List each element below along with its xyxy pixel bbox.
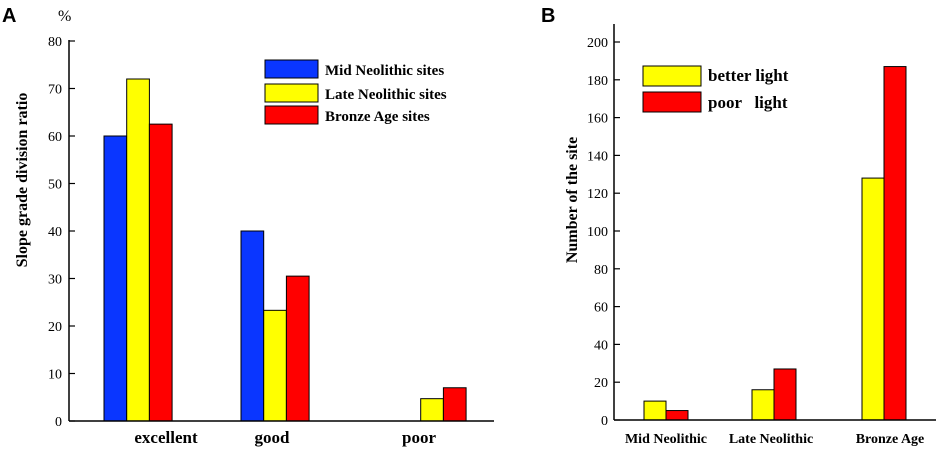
- y-tick-label: 80: [48, 35, 62, 50]
- legend-swatch-late-neolithic-sites: [264, 83, 319, 103]
- y-tick-label: 10: [48, 368, 62, 383]
- y-tick-label: 180: [587, 74, 608, 89]
- x-category-label: good: [255, 428, 291, 447]
- bar-good-late-neolithic-sites: [263, 309, 287, 422]
- legend-label-poor-light: poor light: [708, 93, 788, 112]
- bar-excellent-bronze-age-sites: [148, 123, 173, 422]
- bar-good-mid-neolithic-sites: [240, 230, 265, 422]
- y-tick-label: 80: [594, 263, 608, 278]
- x-category-label: Late Neolithic: [729, 432, 813, 447]
- bar-late-neolithic-poor-light: [773, 368, 797, 421]
- y-tick-label: 20: [594, 376, 608, 391]
- legend-swatch-better-light: [642, 65, 702, 87]
- legend-label-better-light: better light: [708, 66, 789, 85]
- legend-swatch-poor-light: [642, 91, 702, 113]
- panel-b-x-categories: Mid Neolithic Late Neolithic Bronze Age: [625, 432, 924, 447]
- panel-a-letter: A: [2, 5, 16, 27]
- panel-a-y-ticks: 0 10 20 30 40 50 60 70 80: [48, 35, 75, 430]
- panel-a-legend: Mid Neolithic sites Late Neolithic sites…: [264, 59, 447, 125]
- y-tick-label: 0: [55, 415, 62, 430]
- panel-b-bars: [643, 66, 907, 421]
- y-tick-label: 40: [594, 338, 608, 353]
- panel-a-y-axis-title: Slope grade division ratio: [14, 93, 31, 268]
- panel-b-y-axis-title: Number of the site: [564, 137, 581, 263]
- panel-b-legend: better light poor light: [642, 65, 789, 113]
- y-tick-label: 60: [48, 130, 62, 145]
- panel-a: A % Slope grade division ratio 0 10 20 30 40…: [2, 5, 494, 447]
- panel-a-bars: [103, 78, 467, 422]
- y-tick-label: 120: [587, 187, 608, 202]
- y-tick-label: 140: [587, 149, 608, 164]
- y-tick-label: 60: [594, 301, 608, 316]
- legend-swatch-bronze-age-sites: [264, 105, 319, 125]
- x-category-label: Mid Neolithic: [625, 432, 707, 447]
- legend-label-mid-neolithic-sites: Mid Neolithic sites: [325, 63, 444, 79]
- bar-excellent-mid-neolithic-sites: [103, 135, 128, 422]
- y-tick-label: 30: [48, 273, 62, 288]
- x-category-label: excellent: [134, 428, 198, 447]
- bar-poor-bronze-age-sites: [442, 387, 467, 422]
- panel-a-y-unit: %: [58, 8, 71, 25]
- x-category-label: poor: [402, 428, 436, 447]
- bar-mid-neolithic-better-light: [643, 400, 667, 421]
- bar-good-bronze-age-sites: [285, 275, 310, 422]
- bar-bronze-age-better-light: [861, 177, 885, 421]
- y-tick-label: 20: [48, 320, 62, 335]
- panel-b-y-ticks: 0 20 40 60 80 100 120 140 160 180 200: [587, 36, 620, 429]
- bar-late-neolithic-better-light: [751, 389, 775, 421]
- y-tick-label: 200: [587, 36, 608, 51]
- x-category-label: Bronze Age: [856, 432, 925, 447]
- y-tick-label: 160: [587, 112, 608, 127]
- legend-swatch-mid-neolithic-sites: [264, 59, 319, 79]
- legend-label-bronze-age-sites: Bronze Age sites: [325, 109, 430, 125]
- panel-b: B Number of the site 0 20 40 60 80 100 120 140 1…: [541, 5, 936, 447]
- y-tick-label: 100: [587, 225, 608, 240]
- legend-label-late-neolithic-sites: Late Neolithic sites: [325, 87, 447, 103]
- panel-b-letter: B: [541, 5, 555, 27]
- bar-bronze-age-poor-light: [883, 66, 907, 421]
- y-tick-label: 0: [601, 414, 608, 429]
- bar-excellent-late-neolithic-sites: [126, 78, 150, 422]
- bar-poor-late-neolithic-sites: [420, 398, 444, 422]
- bar-mid-neolithic-poor-light: [665, 410, 689, 421]
- y-tick-label: 40: [48, 225, 62, 240]
- panel-a-x-categories: excellent good poor: [134, 428, 436, 447]
- y-tick-label: 50: [48, 178, 62, 193]
- y-tick-label: 70: [48, 83, 62, 98]
